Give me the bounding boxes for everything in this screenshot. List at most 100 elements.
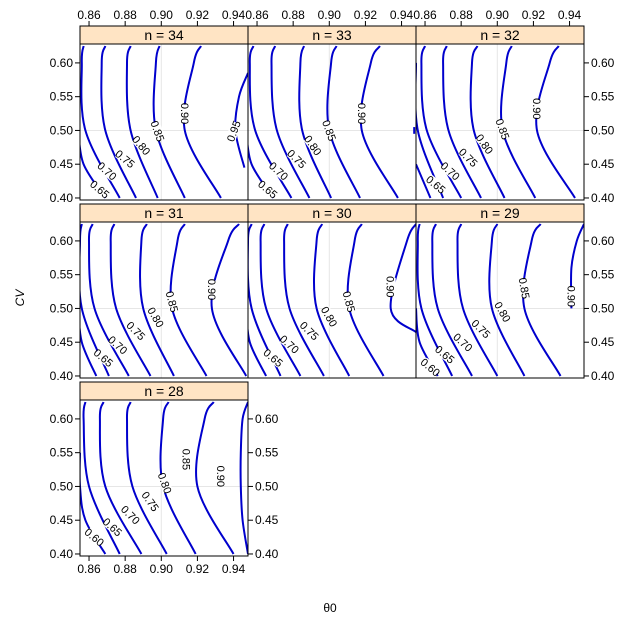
- y-axis-left: 0.40 0.45 0.50 0.55 0.60: [50, 56, 80, 205]
- strip-label: n = 30: [312, 205, 352, 221]
- y-axis-left: 0.40 0.45 0.50 0.55 0.60: [50, 234, 80, 383]
- contour-label: 0.90: [564, 286, 576, 307]
- y-tick-label: 0.45: [255, 513, 279, 527]
- contour-label: 0.75: [284, 148, 308, 172]
- contour-label-bg: [157, 472, 173, 494]
- contour-label-bg: [342, 291, 357, 312]
- contour-label: 0.75: [112, 148, 136, 171]
- contour-label-bg: [420, 357, 441, 377]
- contour-label: 0.90: [355, 103, 367, 124]
- x-tick-label: 0.92: [186, 562, 210, 576]
- contour-label: 0.80: [301, 134, 323, 158]
- x-tick-label: 0.92: [522, 8, 546, 22]
- contour-label: 0.70: [118, 504, 142, 528]
- x-tick-label: 0.90: [150, 8, 174, 22]
- contour-label-bg: [107, 335, 128, 355]
- panel-n33: n = 330.650.700.750.800.850.90: [247, 25, 417, 201]
- strip-label: n = 31: [144, 205, 184, 221]
- contour-line-0.75: [100, 45, 137, 199]
- contour-line-0.75: [456, 223, 499, 377]
- contour-line-0.75: [109, 223, 152, 377]
- x-tick-label: 0.88: [281, 8, 305, 22]
- contour-label: 0.65: [87, 178, 111, 201]
- contour-label: 0.65: [261, 347, 285, 370]
- x-tick-label: 0.92: [186, 8, 210, 22]
- contour-line-0.75: [442, 45, 482, 199]
- y-tick-label: 0.40: [50, 547, 74, 561]
- y-tick-label: 0.50: [50, 301, 74, 315]
- contour-label-bg: [93, 348, 114, 368]
- contour-label-bg: [385, 277, 396, 296]
- panel-n29: n = 29 0.600.650.700.750.800.85 0.90: [415, 203, 585, 379]
- contour-label-bg: [115, 149, 136, 169]
- contour-label: 0.95: [225, 119, 244, 143]
- contour-label-bg: [257, 179, 278, 199]
- contour-label: 0.80: [144, 305, 165, 330]
- y-tick-label: 0.45: [50, 157, 74, 171]
- strip-label: n = 28: [144, 383, 184, 399]
- contour-label-bg: [517, 278, 531, 298]
- y-tick-label: 0.50: [255, 479, 279, 493]
- y-tick-label: 0.45: [591, 335, 615, 349]
- contour-label-bg: [164, 291, 180, 312]
- contour-label: 0.65: [255, 178, 279, 201]
- y-tick-label: 0.45: [50, 335, 74, 349]
- contour-line-0.95: [234, 72, 248, 168]
- contour-label-bg: [225, 120, 242, 142]
- y-tick-label: 0.60: [255, 412, 279, 426]
- contour-line-0.85: [500, 45, 537, 199]
- contour-label: 0.75: [123, 320, 147, 344]
- contour-line-0.75: [125, 401, 168, 555]
- contour-label: 0.65: [432, 344, 456, 367]
- contour-lines: [80, 223, 248, 377]
- contour-label-bg: [458, 147, 479, 168]
- contour-line-0.85: [326, 45, 361, 199]
- contour-label-bg: [321, 120, 338, 141]
- contour-label-bg: [181, 450, 192, 469]
- contour-label: 0.75: [297, 320, 321, 344]
- x-tick-label: 0.94: [222, 8, 246, 22]
- contour-label: 0.90: [530, 98, 542, 119]
- contour-label: 0.80: [129, 134, 152, 158]
- contour-line-0.85: [346, 223, 385, 377]
- contour-label-bg: [149, 120, 166, 142]
- contour-line-0.75: [283, 223, 325, 377]
- contour-line-0.70: [259, 223, 302, 377]
- contour-label-bg: [120, 504, 141, 525]
- strip-label: n = 33: [312, 27, 352, 43]
- y-tick-label: 0.40: [591, 191, 615, 205]
- contour-label-bg: [215, 467, 226, 486]
- x-axis-bottom: 0.86 0.88 0.90 0.92 0.94: [77, 556, 246, 576]
- contour-label-bg: [206, 280, 217, 299]
- y-axis-left: 0.40 0.45 0.50 0.55 0.60: [50, 412, 80, 561]
- contour-line-0.70: [98, 401, 143, 555]
- contour-label-bg: [131, 135, 152, 156]
- x-tick-label: 0.92: [354, 8, 378, 22]
- strip-label: n = 29: [480, 205, 520, 221]
- x-axis-title: θ0: [323, 601, 337, 615]
- contour-label-bg: [268, 161, 289, 181]
- contour-line-0.80: [488, 223, 526, 377]
- contour-label: 0.85: [516, 277, 532, 300]
- panel-frame: [415, 221, 585, 379]
- contour-label: 0.85: [180, 449, 192, 470]
- panel-n28: n = 280.600.650.700.750.800.850.90: [79, 381, 249, 557]
- contour-label: 0.75: [469, 318, 493, 342]
- contour-line-0.80: [125, 45, 159, 199]
- y-tick-label: 0.40: [50, 191, 74, 205]
- contour-label: 0.70: [450, 331, 474, 354]
- contour-label-bg: [566, 287, 577, 306]
- contour-line-0.65: [416, 223, 454, 377]
- contour-line-0.90: [389, 223, 416, 333]
- contour-label-bg: [303, 135, 323, 156]
- x-tick-label: 0.86: [77, 562, 101, 576]
- contour-label-bg: [475, 133, 494, 155]
- panel-frame: [79, 399, 249, 557]
- contour-label-bg: [286, 148, 307, 169]
- contour-line-0.90: [239, 401, 248, 555]
- contour-line-0.80: [139, 223, 175, 377]
- panel-n30: n = 300.650.700.750.800.850.90: [247, 203, 417, 379]
- y-tick-label: 0.45: [50, 513, 74, 527]
- contour-line-0.80: [469, 45, 506, 199]
